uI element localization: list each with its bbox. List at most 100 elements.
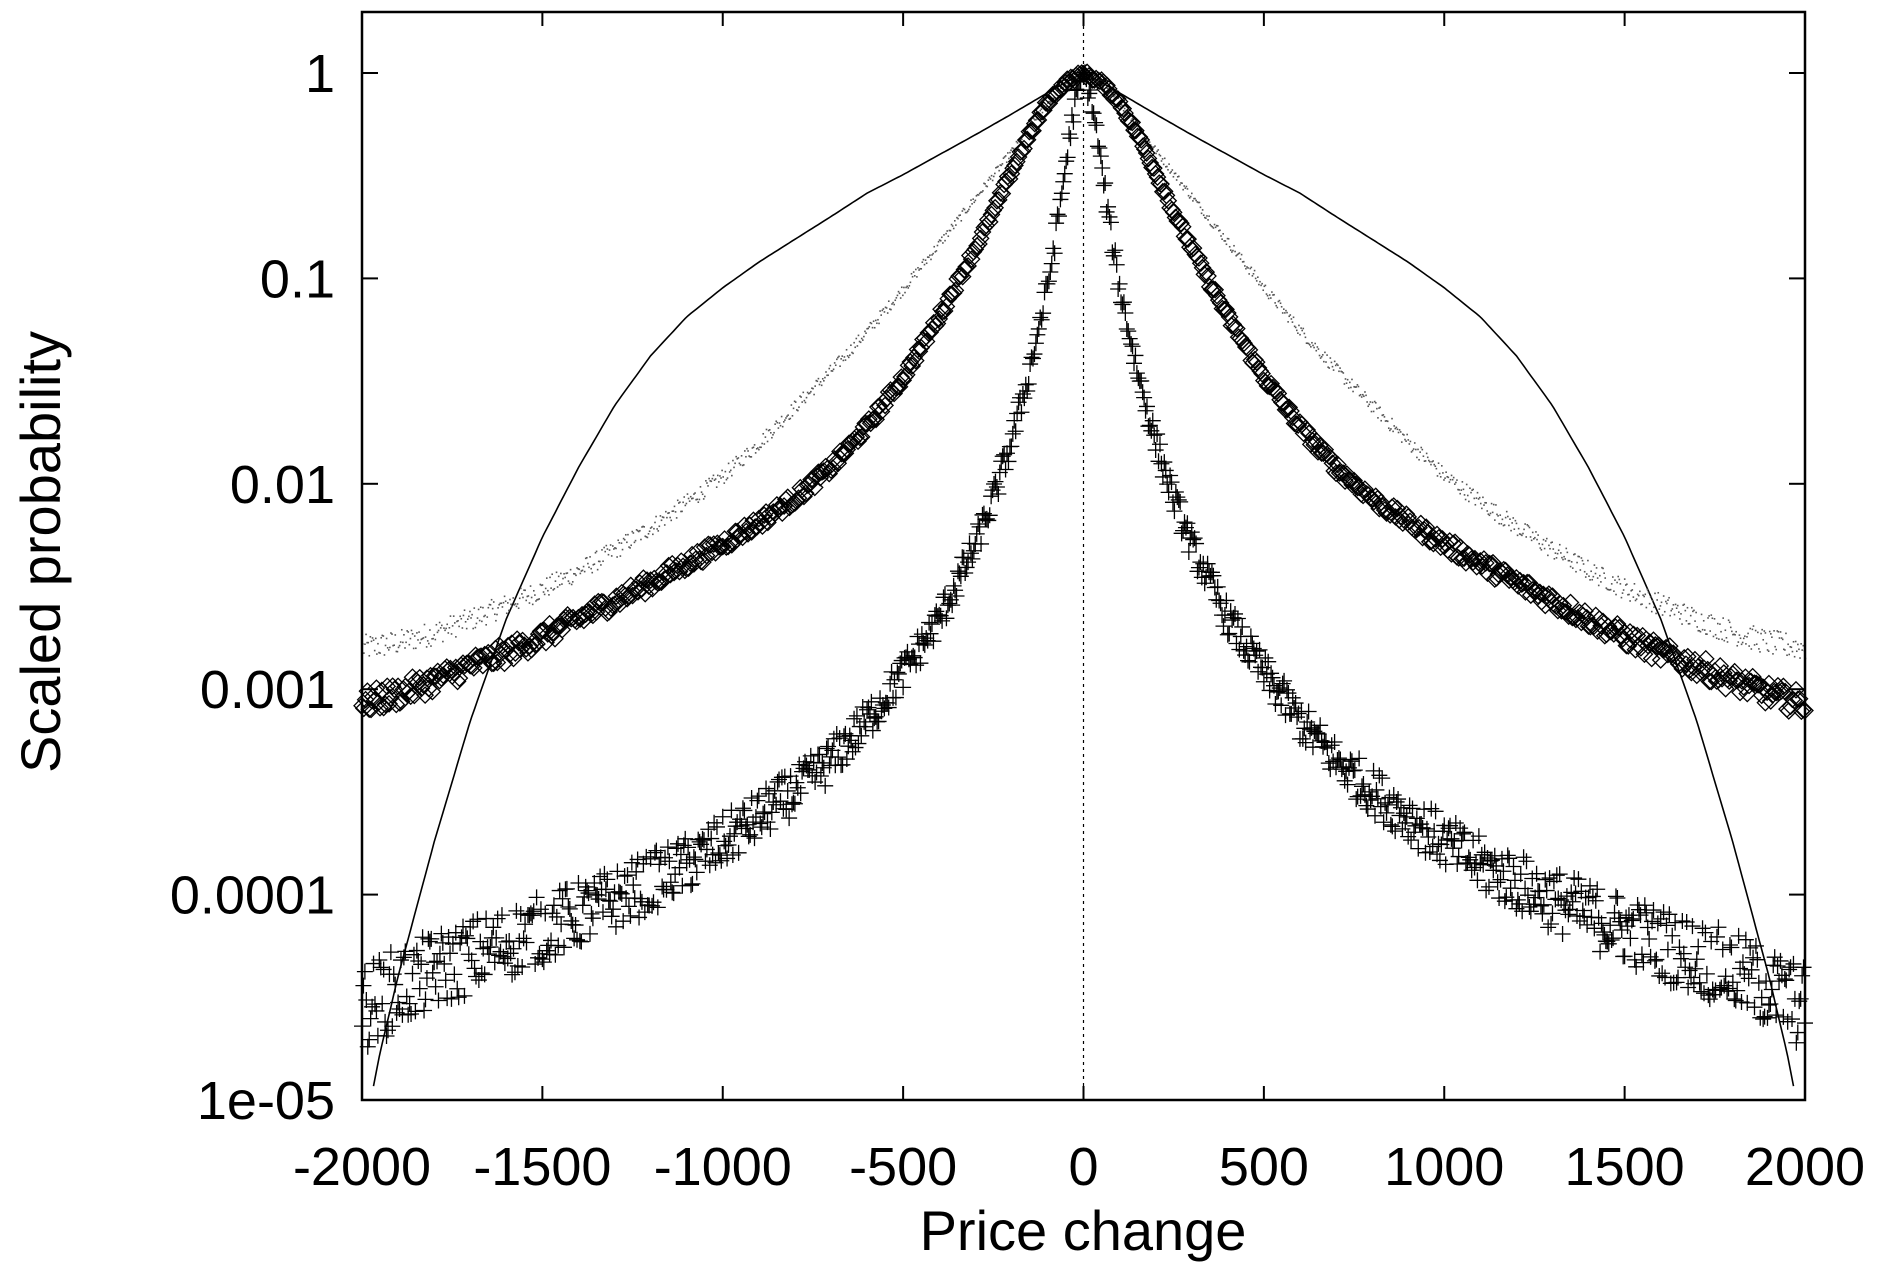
- series-dot-point: [777, 427, 780, 429]
- series-dot-point: [1240, 253, 1243, 256]
- series-diamond-point: [1144, 159, 1163, 178]
- series-dot-point: [1510, 529, 1512, 532]
- series-plus-point: [563, 912, 580, 929]
- series-plus-point: [965, 542, 982, 559]
- series-dot-point: [920, 268, 923, 270]
- series-dot-point: [1219, 229, 1221, 232]
- series-dot-point: [1438, 472, 1441, 475]
- series-dot-point: [684, 504, 687, 507]
- series-plus-point: [1540, 919, 1557, 936]
- series-dot-point: [1578, 555, 1581, 558]
- series-dot-point: [459, 615, 462, 618]
- series-dot-point: [782, 421, 785, 423]
- series-plus-point: [622, 907, 639, 924]
- series-dot-point: [1654, 592, 1656, 595]
- series-plus-point: [509, 957, 526, 974]
- series-dot-point: [483, 615, 485, 618]
- series-plus-point: [1502, 880, 1519, 897]
- series-plus-point: [1571, 912, 1588, 929]
- series-dot-point: [734, 462, 736, 465]
- series-dot-point: [1110, 91, 1113, 93]
- series-plus-point: [1260, 653, 1277, 670]
- series-dot-point: [918, 269, 920, 271]
- series-plus-point: [397, 943, 414, 960]
- series-plus-point: [417, 991, 434, 1008]
- series-dot-point: [1795, 650, 1798, 653]
- series-dot-point: [1571, 567, 1574, 569]
- series-plus-point: [570, 875, 587, 892]
- series-dot-point: [987, 179, 990, 181]
- series-dot-point: [792, 407, 795, 410]
- series-dot-point: [553, 587, 556, 590]
- series-dot-point: [793, 400, 796, 403]
- series-dot-point: [475, 622, 478, 625]
- series-dot-point: [1600, 581, 1602, 583]
- series-plus-point: [1361, 783, 1378, 800]
- series-plus-point: [548, 908, 565, 925]
- series-diamond-point: [1449, 549, 1468, 567]
- series-dot-point: [1777, 631, 1780, 633]
- series-dot-point: [1231, 251, 1233, 253]
- series-dot-point: [795, 409, 798, 411]
- series-plus-point: [1234, 618, 1251, 635]
- series-plus-point: [522, 905, 539, 922]
- series-dot-point: [1484, 501, 1486, 504]
- series-plus-point: [765, 794, 782, 811]
- series-diamond-point: [1716, 679, 1735, 698]
- series-dot-point: [957, 217, 959, 220]
- series-dot-point: [1694, 620, 1696, 622]
- series-plus-point: [590, 891, 607, 908]
- series-dot-point: [983, 182, 985, 185]
- series-dot-point: [1123, 107, 1126, 110]
- series-dot-point: [1345, 382, 1348, 384]
- series-plus-point: [870, 713, 887, 730]
- series-dot-point: [1738, 634, 1741, 636]
- series-dot-point: [1535, 531, 1537, 533]
- series-plus-point: [1264, 669, 1281, 686]
- series-plus-point: [1040, 273, 1057, 290]
- series-plus-point: [485, 919, 502, 936]
- series-dot-point: [1562, 558, 1564, 561]
- series-dot-point: [1666, 602, 1668, 605]
- series-dot-point: [1421, 448, 1424, 451]
- series-dot-point: [1594, 572, 1597, 575]
- x-tick-label: -1500: [473, 1137, 611, 1197]
- series-dot-point: [584, 557, 587, 560]
- series-diamond-point: [495, 654, 514, 673]
- series-plus-point: [1183, 524, 1200, 541]
- series-diamond-point: [1000, 169, 1019, 188]
- series-dot-point: [574, 573, 576, 575]
- series-dot-point: [806, 391, 809, 394]
- series-dot-point: [1234, 250, 1236, 253]
- series-dot-point: [477, 608, 480, 611]
- series-plus-point: [1616, 948, 1633, 965]
- series-diamond-point: [1164, 203, 1183, 222]
- series-diamond-point: [1211, 293, 1230, 312]
- series-dot-point: [1323, 360, 1325, 363]
- series-dot-point: [1556, 552, 1559, 555]
- series-dot-point: [829, 364, 832, 367]
- series-dot-point: [455, 636, 457, 638]
- series-dot-point: [937, 240, 940, 243]
- series-dot-point: [423, 623, 426, 626]
- series-plus-point: [1052, 191, 1069, 208]
- series-dot-point: [1420, 446, 1423, 449]
- series-dot-point: [702, 498, 705, 500]
- series-dot-point: [1124, 111, 1127, 114]
- series-dot-point: [1016, 142, 1019, 144]
- series-dot-point: [1489, 512, 1492, 515]
- series-dot-point: [539, 583, 542, 586]
- series-plus-point: [372, 959, 389, 976]
- series-dot-point: [1374, 401, 1377, 404]
- series-plus-point: [1414, 819, 1431, 836]
- series-dot-point: [504, 600, 507, 603]
- series-dot-point: [745, 455, 747, 458]
- series-plus-point: [1242, 628, 1259, 645]
- series-dot-point: [1616, 581, 1618, 584]
- series-dot-point: [1021, 138, 1023, 141]
- series-dot-point: [776, 421, 779, 424]
- series-plus-point: [1456, 824, 1473, 841]
- series-dot-point: [913, 275, 916, 277]
- series-dot-point: [609, 544, 612, 546]
